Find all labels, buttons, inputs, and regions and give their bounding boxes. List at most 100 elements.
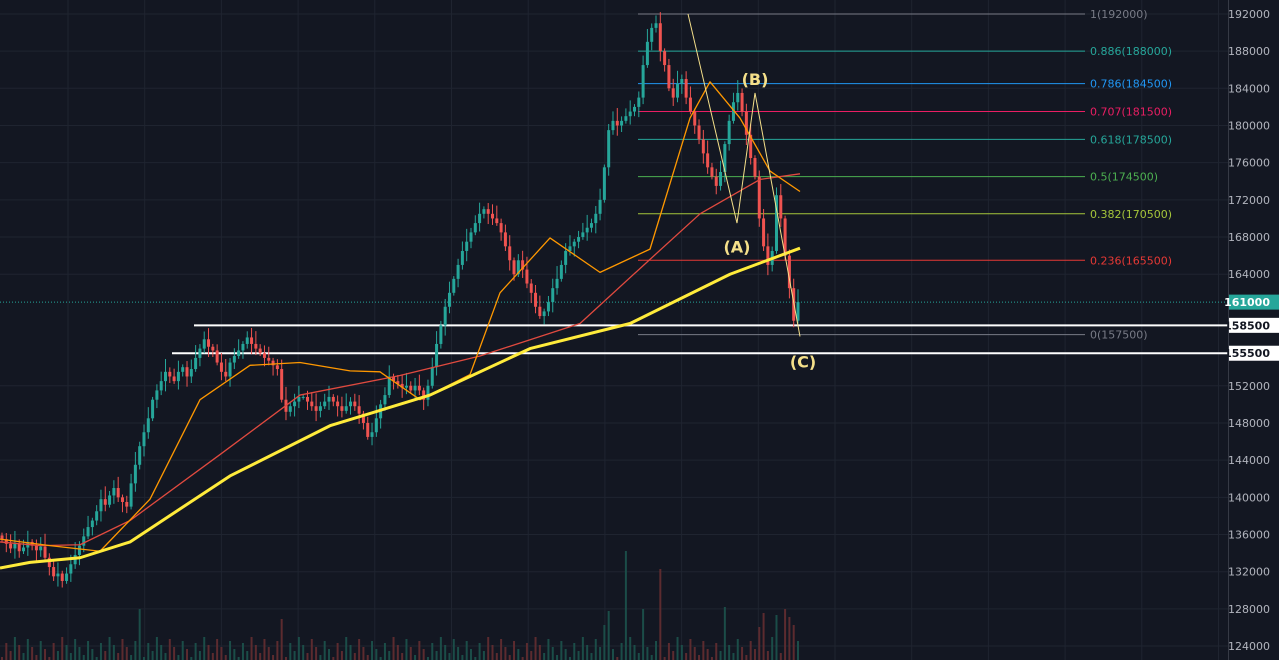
volume-bars	[1, 551, 799, 660]
candle-body	[250, 337, 254, 344]
volume-bar	[594, 639, 597, 660]
candle-body	[736, 92, 740, 103]
candle-body	[439, 325, 443, 344]
volume-bar	[1, 657, 3, 660]
volume-bar	[401, 653, 404, 660]
volume-bar	[508, 655, 511, 660]
candle-body	[783, 218, 787, 256]
volume-bar	[719, 651, 722, 660]
candle-body	[447, 292, 451, 307]
price-axis-label: 148000	[1228, 417, 1270, 430]
volume-bar	[259, 653, 262, 660]
volume-bar	[31, 647, 34, 660]
volume-bar	[452, 639, 455, 660]
volume-bar	[753, 649, 756, 660]
volume-bar	[732, 653, 735, 660]
volume-bar	[280, 619, 283, 660]
candle-body	[409, 385, 413, 391]
volume-bar	[487, 637, 490, 660]
candle-body	[615, 120, 619, 126]
volume-bar	[758, 627, 761, 660]
candle-body	[125, 501, 129, 507]
volume-bar	[216, 639, 219, 660]
volume-bar	[762, 613, 765, 660]
volume-bar	[646, 647, 649, 660]
volume-bar	[620, 643, 623, 660]
volume-bar	[474, 657, 477, 660]
volume-bar	[779, 653, 782, 660]
candle-body	[172, 376, 176, 382]
candle-body	[77, 545, 81, 555]
volume-bar	[766, 651, 769, 660]
volume-bar	[233, 649, 236, 660]
support-lines[interactable]	[0, 301, 1228, 355]
candle-body	[559, 264, 563, 279]
price-axis-label: 144000	[1228, 454, 1270, 467]
candle-body	[632, 106, 636, 112]
candle-body	[697, 125, 701, 140]
volume-bar	[323, 641, 326, 660]
candle-body	[568, 246, 572, 251]
volume-bar	[521, 657, 524, 660]
volume-bar	[577, 651, 580, 660]
volume-bar	[784, 609, 787, 660]
candle-body	[486, 209, 490, 214]
candle-body	[9, 543, 13, 549]
volume-bar	[655, 641, 658, 660]
candle-body	[52, 567, 56, 577]
candle-body	[654, 23, 658, 28]
candle-body	[99, 499, 103, 512]
volume-bar	[680, 645, 683, 660]
volume-bar	[254, 645, 257, 660]
candle-body	[546, 302, 550, 312]
candle-body	[740, 92, 744, 112]
volume-bar	[104, 651, 107, 660]
volume-bar	[207, 645, 210, 660]
volume-bar	[224, 655, 227, 660]
candle-body	[39, 546, 43, 551]
candle-body	[680, 79, 684, 84]
candle-body	[245, 337, 249, 344]
price-axis-label: 164000	[1228, 268, 1270, 281]
volume-bar	[371, 641, 374, 660]
volume-bar	[551, 647, 554, 660]
candle-body	[594, 213, 598, 224]
candle-body	[189, 369, 193, 377]
candle-body	[331, 396, 335, 402]
candle-body	[796, 302, 800, 321]
candle-body	[232, 356, 236, 363]
candle-body	[598, 199, 602, 214]
volume-bar	[142, 657, 145, 660]
candle-body	[766, 246, 770, 265]
volume-bar	[564, 649, 567, 660]
volume-bar	[151, 651, 154, 660]
candle-body	[383, 395, 387, 405]
volume-bar	[48, 657, 51, 660]
support-price-tag: 158500	[1224, 319, 1270, 332]
candle-body	[693, 111, 697, 126]
fib-level-label: 0.786(184500)	[1090, 78, 1172, 91]
candle-body	[164, 371, 168, 382]
volume-bar	[379, 657, 382, 660]
candle-body	[516, 260, 520, 275]
volume-bar	[263, 639, 266, 660]
volume-bar	[723, 607, 726, 660]
candle-body	[116, 488, 120, 498]
candle-body	[65, 573, 69, 581]
volume-bar	[693, 647, 696, 660]
volume-bar	[448, 653, 451, 660]
candle-body	[86, 527, 90, 537]
volume-bar	[366, 655, 369, 660]
volume-bar	[134, 641, 137, 660]
candle-body	[469, 232, 473, 242]
volume-bar	[495, 653, 498, 660]
moving-average-yellow	[0, 246, 801, 570]
volume-bar	[745, 655, 748, 660]
fibonacci-retracement[interactable]: 1(192000) 0.886(188000) 0.786(184500) 0.707…	[638, 8, 1172, 342]
candle-body	[787, 255, 791, 289]
support-price-tag: 155500	[1224, 347, 1270, 360]
volume-bar	[237, 657, 240, 660]
candle-body	[280, 369, 284, 400]
